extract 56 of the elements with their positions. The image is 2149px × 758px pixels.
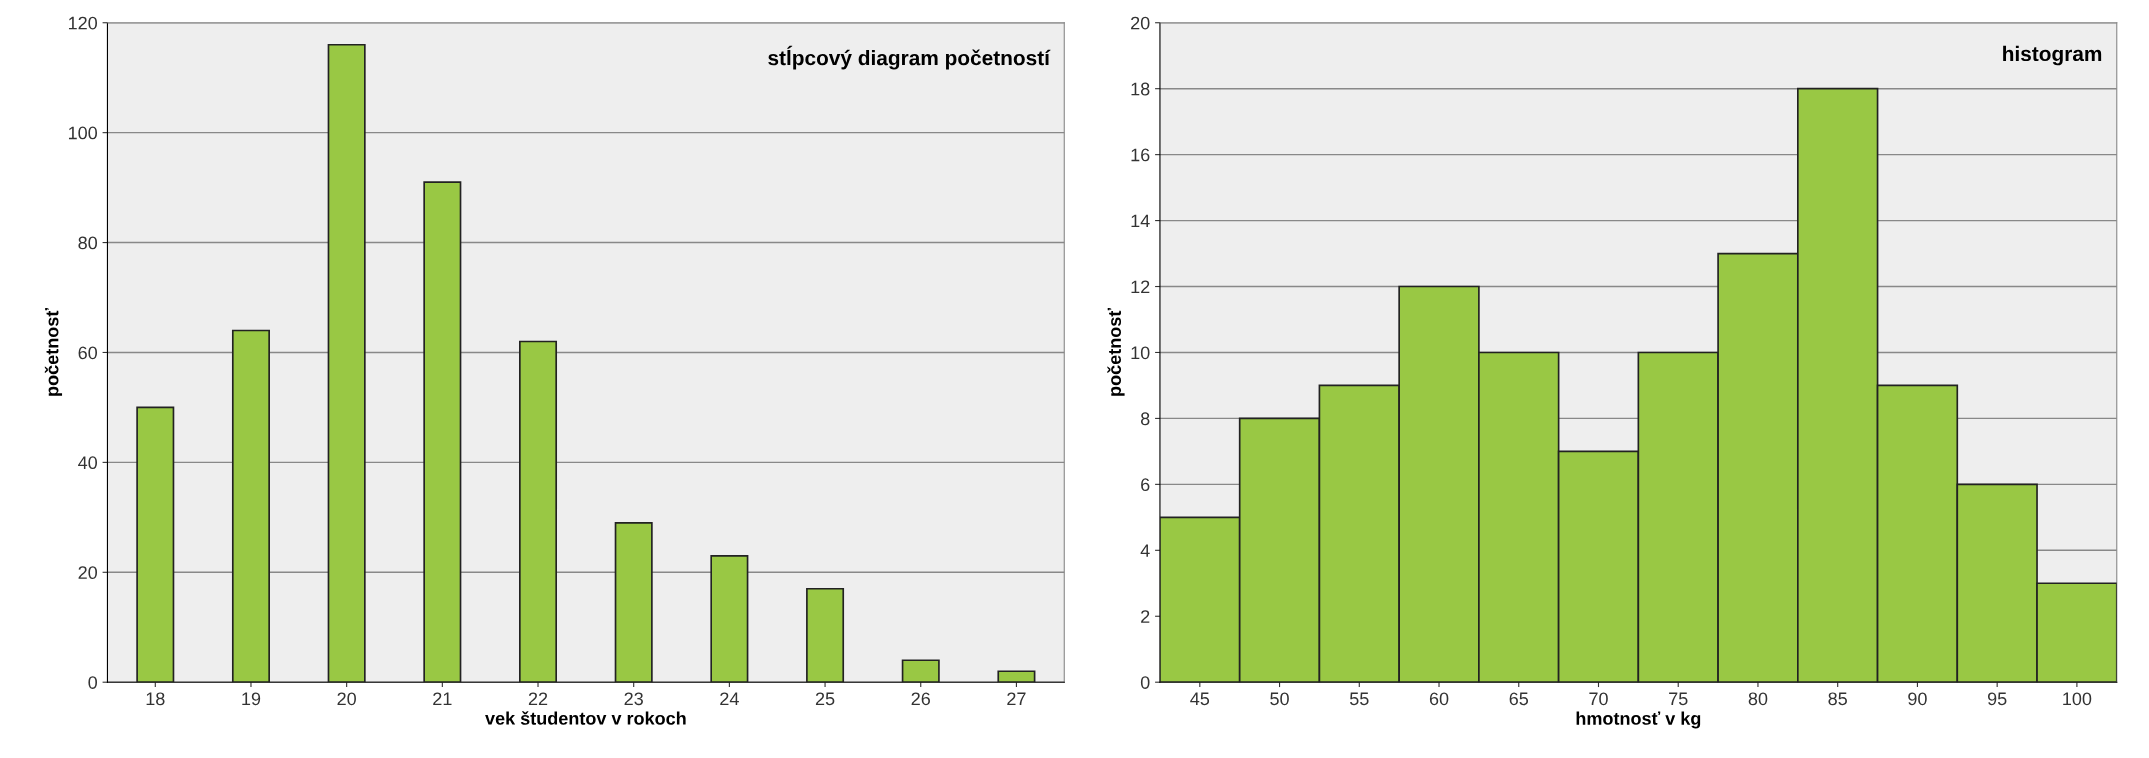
x-tick-label: 60 [1429, 692, 1449, 706]
bar [519, 340, 558, 683]
x-tick-label: 55 [1349, 692, 1369, 706]
x-tick-label: 70 [1589, 692, 1608, 706]
y-tick-label: 20 [78, 566, 98, 580]
x-axis-title: hmotnosť v kg [1576, 711, 1701, 729]
y-tick-label: 12 [1131, 280, 1150, 294]
y-tick-label: 100 [68, 126, 98, 140]
y-tick-label: 0 [1140, 676, 1150, 689]
x-tick-label: 100 [2063, 692, 2092, 706]
bar [614, 521, 653, 683]
x-tick-label: 18 [146, 692, 165, 706]
x-tick-label: 24 [720, 692, 739, 706]
x-tick-label: 50 [1270, 692, 1289, 706]
bar [710, 554, 749, 683]
bar [136, 406, 175, 683]
x-tick-label: 85 [1828, 692, 1847, 706]
bar [327, 43, 366, 683]
y-tick-label: 4 [1140, 544, 1150, 557]
x-tick-label: 75 [1669, 692, 1688, 706]
y-tick-label: 80 [78, 236, 98, 250]
x-tick-label: 23 [624, 692, 643, 706]
x-tick-label: 27 [1007, 692, 1026, 706]
y-tick-label: 120 [68, 16, 98, 30]
y-tick-label: 60 [78, 346, 98, 360]
x-tick-label: 80 [1748, 692, 1768, 706]
y-tick-label: 14 [1131, 214, 1150, 228]
x-tick-label: 45 [1190, 692, 1210, 706]
x-tick-label: 22 [528, 692, 548, 706]
y-axis-title: početnosť [1107, 308, 1125, 396]
x-tick-label: 95 [1987, 692, 2007, 706]
text: histogram [2003, 45, 2102, 66]
y-tick-label: 6 [1141, 478, 1150, 492]
bar [901, 659, 940, 683]
x-tick-label: 65 [1509, 692, 1529, 706]
x-tick-label: 21 [433, 692, 452, 706]
y-tick-label: 40 [78, 456, 98, 470]
bar [806, 587, 845, 683]
x-axis-title: vek študentov v rokoch [485, 711, 686, 725]
y-tick-label: 16 [1131, 148, 1150, 162]
y-tick-label: 20 [1131, 16, 1150, 30]
x-tick-label: 25 [815, 692, 835, 706]
y-tick-label: 2 [1141, 610, 1150, 623]
y-tick-label: 0 [88, 676, 98, 689]
x-tick-label: 19 [242, 692, 261, 706]
y-axis-title: početnosť [44, 308, 63, 396]
text: stĺpcový diagram početností [768, 45, 1051, 70]
x-tick-label: 26 [911, 692, 930, 706]
y-tick-label: 10 [1131, 346, 1150, 360]
y-tick-label: 18 [1131, 82, 1150, 96]
bar [231, 329, 270, 683]
x-tick-label: 20 [337, 692, 356, 706]
bar [423, 181, 462, 683]
bar [997, 670, 1036, 683]
y-tick-label: 8 [1140, 412, 1150, 426]
x-tick-label: 90 [1908, 692, 1927, 706]
